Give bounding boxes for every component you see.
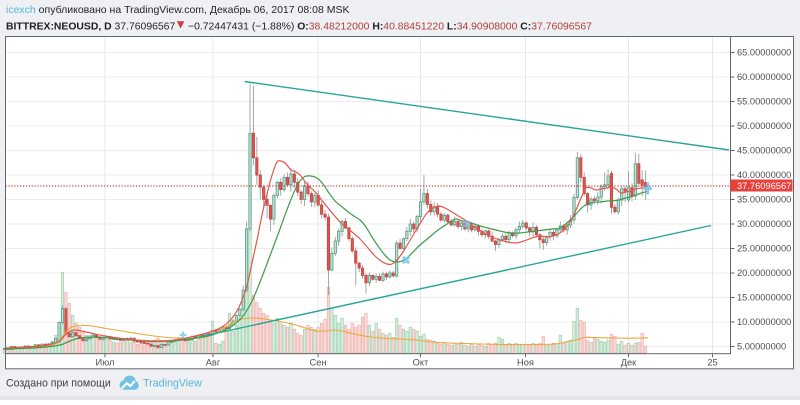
svg-text:40.00000000: 40.00000000 — [737, 170, 791, 180]
svg-text:20.00000000: 20.00000000 — [737, 268, 791, 278]
svg-text:BITTREX:NEOUSD, D 37.76096567: BITTREX:NEOUSD, D 37.76096567 — [6, 22, 175, 33]
svg-text:Окт: Окт — [413, 358, 429, 368]
svg-text:10.00000000: 10.00000000 — [737, 317, 791, 327]
svg-text:Создано при помощи: Создано при помощи — [6, 378, 111, 390]
svg-text:Июл: Июл — [96, 358, 115, 368]
svg-text:25.00000000: 25.00000000 — [737, 244, 791, 254]
svg-text:37.76096567: 37.76096567 — [737, 181, 791, 191]
svg-text:Авг: Авг — [206, 358, 221, 368]
svg-text:35.00000000: 35.00000000 — [737, 195, 791, 205]
svg-text:Сен: Сен — [309, 358, 326, 368]
svg-text:Ноя: Ноя — [517, 358, 534, 368]
svg-text:65.00000000: 65.00000000 — [737, 48, 791, 58]
svg-text:55.00000000: 55.00000000 — [737, 97, 791, 107]
svg-text:45.00000000: 45.00000000 — [737, 146, 791, 156]
svg-text:30.00000000: 30.00000000 — [737, 219, 791, 229]
svg-text:5.00000000: 5.00000000 — [737, 342, 786, 352]
svg-text:Дек: Дек — [621, 358, 637, 368]
svg-text:TradingView: TradingView — [143, 378, 202, 390]
svg-text:25: 25 — [707, 358, 717, 368]
svg-text:15.00000000: 15.00000000 — [737, 293, 791, 303]
svg-text:50.00000000: 50.00000000 — [737, 121, 791, 131]
svg-text:icexch опубликовано на Trading: icexch опубликовано на TradingView.com, … — [6, 4, 349, 16]
svg-text:−0.72447431 (−1.88%) O:38.4821: −0.72447431 (−1.88%) O:38.48212000 H:40.… — [188, 22, 592, 33]
svg-text:60.00000000: 60.00000000 — [737, 72, 791, 82]
